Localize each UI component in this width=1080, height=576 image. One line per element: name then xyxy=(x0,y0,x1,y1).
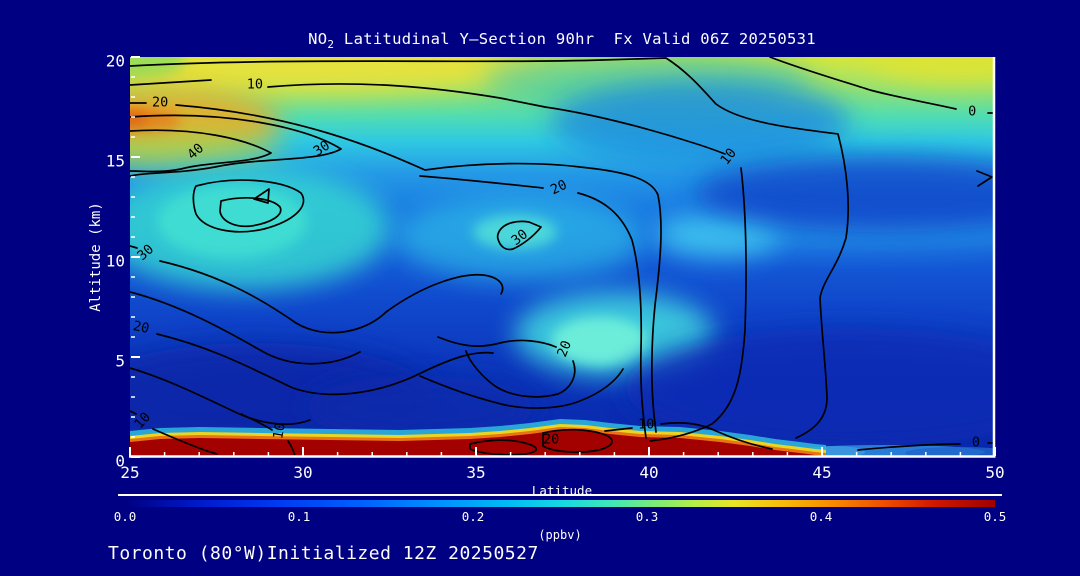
contour-label: 10 xyxy=(638,416,655,433)
colorbar-units: (ppbv) xyxy=(538,528,582,542)
y-axis-title: Altitude (km) xyxy=(88,202,104,312)
contour-label: 20 xyxy=(151,94,169,111)
plot-title: NO2 Latitudinal Y—Section 90hr Fx Valid … xyxy=(308,30,816,51)
title-chem: NO xyxy=(308,30,328,48)
x-tick-label: 40 xyxy=(639,463,659,482)
y-tick-label: 10 xyxy=(105,251,125,271)
contour-label: 0 xyxy=(968,103,977,120)
contour-lines xyxy=(130,57,994,457)
contour-label: 10 xyxy=(246,76,264,93)
contour-label: 20 xyxy=(131,317,151,338)
color-field xyxy=(130,57,995,457)
colorbar-tick-label: 0.4 xyxy=(809,509,833,524)
footer-caption: Toronto (80°W)Initialized 12Z 20250527 xyxy=(108,543,539,564)
contour-triangle-marker-center xyxy=(496,220,542,251)
colorbar-tick-label: 0.2 xyxy=(461,509,485,524)
x-tick-label: 30 xyxy=(293,463,313,482)
title-chem-subscript: 2 xyxy=(327,38,335,52)
colorbar-tick-label: 0.5 xyxy=(983,509,1007,524)
y-tick-label: 5 xyxy=(115,351,125,371)
contour-label: 0 xyxy=(971,434,981,451)
contour-triangle-marker xyxy=(253,188,270,204)
colorbar-tick-label: 0.3 xyxy=(635,509,659,524)
contour-label: 10 xyxy=(270,421,289,441)
colorbar-tick-label: 0.1 xyxy=(287,509,311,524)
title-text: Latitudinal Y—Section 90hr Fx Valid 06Z … xyxy=(334,30,816,48)
x-tick-label: 25 xyxy=(120,463,140,482)
plot-border xyxy=(129,57,996,458)
y-tick-label: 15 xyxy=(105,151,125,171)
colorbar-tick-label: 0.0 xyxy=(113,509,137,524)
y-tick-label: 20 xyxy=(105,51,125,71)
y-tick-label: 0 xyxy=(115,451,125,471)
x-tick-label: 45 xyxy=(812,463,832,482)
x-tick-label: 35 xyxy=(466,463,486,482)
colorbar-topline xyxy=(118,494,1002,496)
colorbar-gradient xyxy=(125,500,995,507)
contour-label: 20 xyxy=(542,431,560,448)
x-tick-label: 50 xyxy=(985,463,1005,482)
